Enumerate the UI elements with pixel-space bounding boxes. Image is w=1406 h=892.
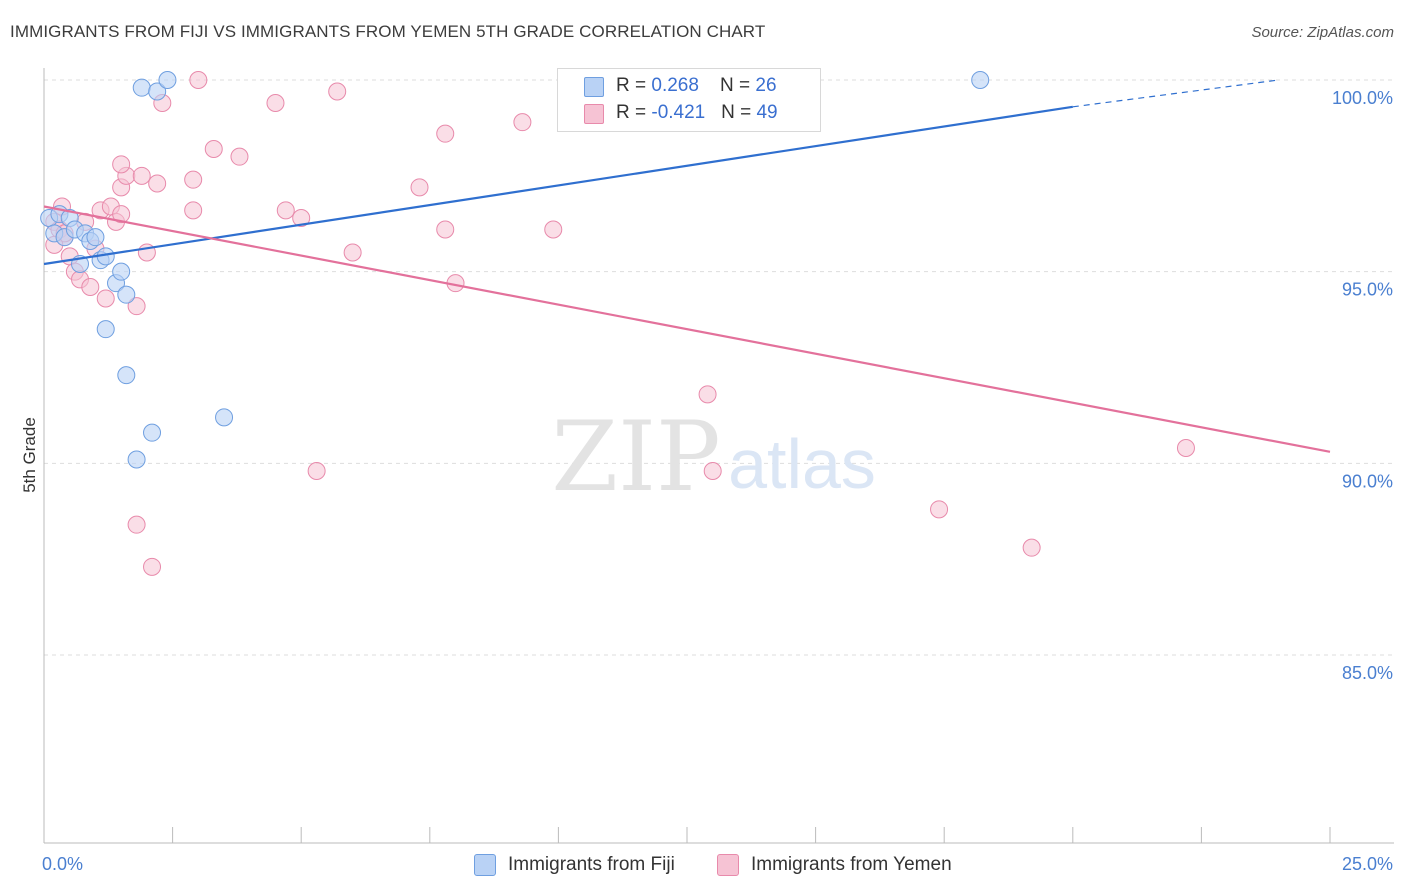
yemen-point xyxy=(204,140,223,158)
yemen-point xyxy=(307,462,326,480)
yemen-r-value: -0.421 xyxy=(651,102,706,123)
yemen-point xyxy=(343,243,362,262)
yemen-point xyxy=(436,124,455,143)
fiji-point xyxy=(117,366,136,385)
yemen-point xyxy=(127,297,146,316)
fiji-point xyxy=(86,228,105,247)
yemen-points xyxy=(45,71,1195,576)
fiji-point xyxy=(132,78,151,97)
fiji-point xyxy=(148,82,167,101)
yemen-r-label: R = xyxy=(616,102,652,123)
yemen-n-value: 49 xyxy=(756,102,778,123)
axes xyxy=(43,68,1394,844)
fiji-point xyxy=(971,71,990,89)
yemen-point xyxy=(292,209,311,227)
yemen-trend-line xyxy=(43,205,1331,453)
yemen-point xyxy=(410,178,429,197)
legend-row-yemen: R = -0.421 N = 49 xyxy=(584,100,778,126)
fiji-r-label: R = xyxy=(616,75,652,96)
trend-lines xyxy=(43,79,1331,453)
y-tick-label: 95.0% xyxy=(1342,280,1393,300)
yemen-point xyxy=(698,385,717,404)
yemen-point xyxy=(703,462,722,480)
fiji-n-value: 26 xyxy=(755,75,777,96)
fiji-point xyxy=(117,285,136,304)
x-tick-label-min: 0.0% xyxy=(42,854,83,874)
yemen-point xyxy=(276,201,295,220)
fiji-point xyxy=(112,262,131,281)
source-label: Source: ZipAtlas.com xyxy=(1251,24,1394,41)
fiji-swatch xyxy=(584,77,604,97)
yemen-point xyxy=(148,174,167,193)
yemen-point xyxy=(184,170,203,189)
correlation-legend: R = 0.268 N = 26 R = -0.421 N = 49 xyxy=(557,68,821,132)
fiji-points xyxy=(40,71,990,469)
fiji-trend-line xyxy=(43,105,1073,266)
yemen-point xyxy=(81,278,100,296)
fiji-point xyxy=(127,450,146,469)
yemen-point xyxy=(436,220,455,239)
y-tick-label: 85.0% xyxy=(1342,663,1393,683)
fiji-n-label: N = xyxy=(720,75,756,96)
legend-row-fiji: R = 0.268 N = 26 xyxy=(584,73,777,99)
yemen-point xyxy=(189,71,208,89)
yemen-point xyxy=(127,515,146,534)
yemen-point xyxy=(112,155,131,174)
yemen-point xyxy=(230,147,249,166)
chart-title: IMMIGRANTS FROM FIJI VS IMMIGRANTS FROM … xyxy=(10,22,766,41)
watermark-zip: ZIP xyxy=(551,401,720,513)
yemen-legend-swatch xyxy=(717,854,739,876)
fiji-point xyxy=(215,408,234,427)
yemen-point xyxy=(544,220,563,239)
yemen-point xyxy=(143,557,162,576)
yemen-point xyxy=(1022,538,1041,557)
gridlines xyxy=(44,79,1394,656)
fiji-legend-label: Immigrants from Fiji xyxy=(508,854,675,875)
yemen-point xyxy=(1176,439,1195,457)
fiji-point xyxy=(158,71,177,89)
fiji-trend-extension xyxy=(1072,79,1279,108)
watermark-atlas: atlas xyxy=(728,425,876,503)
series-legend: Immigrants from Fiji Immigrants from Yem… xyxy=(0,852,1406,878)
fiji-point xyxy=(96,320,115,339)
fiji-legend-swatch xyxy=(474,854,496,876)
yemen-point xyxy=(266,94,285,112)
legend-item-fiji[interactable]: Immigrants from Fiji xyxy=(474,852,675,878)
x-tick-label-max: 25.0% xyxy=(1342,854,1393,874)
tick-labels: 85.0% 90.0% 95.0% 100.0% 0.0% 25.0% xyxy=(42,88,1393,874)
yemen-swatch xyxy=(584,104,604,124)
legend-item-yemen[interactable]: Immigrants from Yemen xyxy=(717,852,952,878)
yemen-point xyxy=(184,201,203,220)
watermark: ZIP atlas xyxy=(551,401,876,513)
yemen-point xyxy=(328,82,347,101)
yemen-point xyxy=(132,166,151,185)
yemen-legend-label: Immigrants from Yemen xyxy=(751,854,952,875)
yemen-n-label: N = xyxy=(721,102,757,123)
fiji-point xyxy=(143,423,162,442)
fiji-r-value: 0.268 xyxy=(651,75,699,96)
yemen-point xyxy=(112,205,131,224)
yemen-point xyxy=(96,289,115,308)
y-tick-label: 90.0% xyxy=(1342,471,1393,491)
yemen-point xyxy=(930,500,949,519)
yemen-point xyxy=(513,113,532,132)
y-tick-label: 100.0% xyxy=(1332,88,1393,108)
